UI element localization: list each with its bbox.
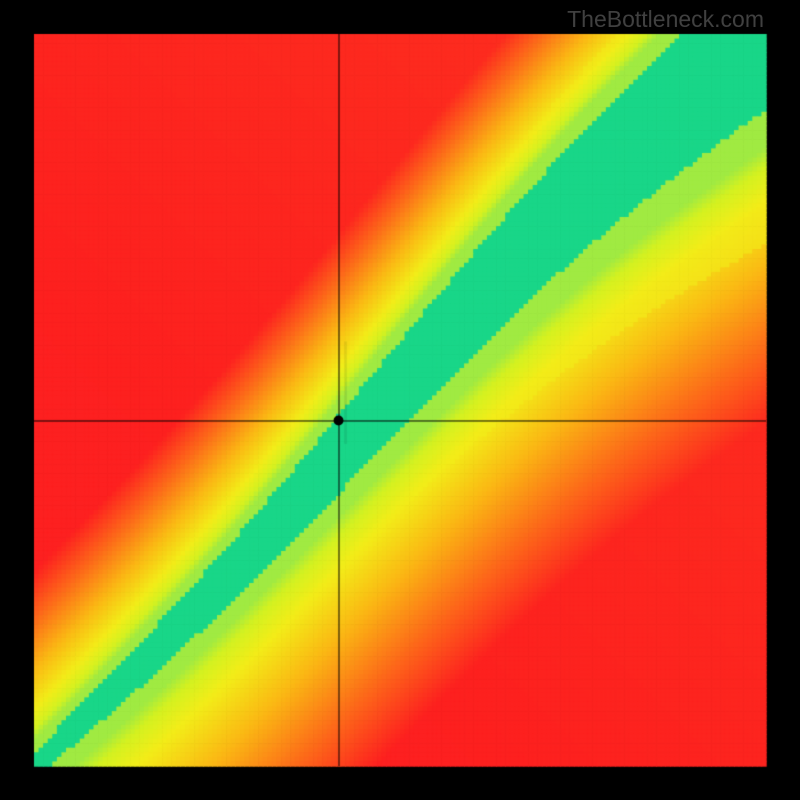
heatmap-canvas (0, 0, 800, 800)
chart-container: { "meta": { "width": 800, "height": 800,… (0, 0, 800, 800)
